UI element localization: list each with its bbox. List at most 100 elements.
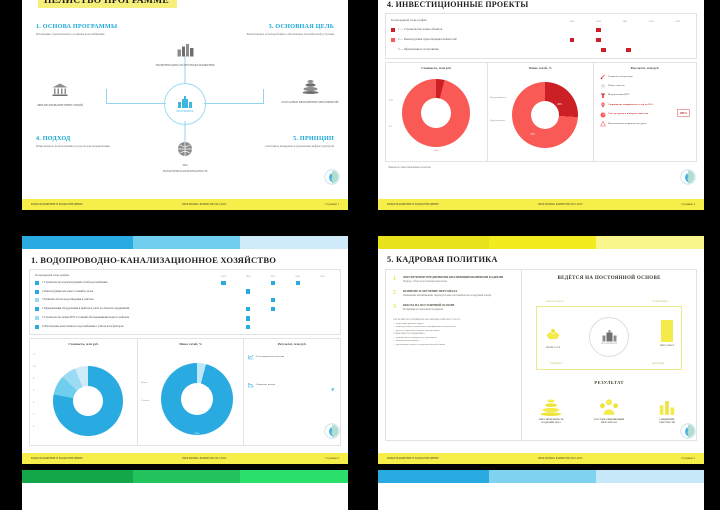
slide-banner [22,236,348,249]
document-icon [661,320,673,342]
fine-print: ОБУЧЕНИЕ И ПОВЫШЕНИЕ КВАЛИФИКАЦИИ ПЕРСОН… [393,318,461,346]
kadry-points-panel: 1 ОБЕСПЕЧЕНИЕ ПРЕДПРИЯТИЯ КВАЛИФИЦИРОВАН… [385,269,523,441]
slide-thumbnail-4[interactable]: 4. ИНВЕСТИЦИОННЫЕ ПРОЕКТЫ Календарный пл… [378,0,704,210]
flow-loop [536,306,682,370]
table-row: 3 — Оформление и согласование [391,45,691,55]
donut-chart [161,362,234,435]
globe-icon [178,142,192,156]
quadrant-5: 5. ПРИНЦИП Системное внедрение и управле… [265,135,334,148]
company-logo [324,169,340,185]
list-item: Модернизация ЦТП [600,93,692,99]
flow-right: ПЕРСОНАЛ [652,320,682,347]
list-item: 1 ОБЕСПЕЧЕНИЕ ПРЕДПРИЯТИЯ КВАЛИФИЦИРОВАН… [393,275,504,283]
donut-chart [52,365,123,436]
chart-up-icon [248,354,254,360]
table-row: 5 Строительство новых ВЗУ и станций обез… [35,314,335,322]
result-item: СНИЖЕНИЕ ТЕКУЧЕСТИ [640,398,694,425]
table-row: 1 Строительство и реконструкция сетей во… [35,279,335,287]
list-item: 3 РАБОТА НА ПОСТОЯННОЙ ОСНОВЕ Мотивация … [393,303,455,311]
page-title: 5. КАДРОВАЯ ПОЛИТИКА [387,255,498,264]
quadrant-1: 1. ОСНОВА ПРОГРАММЫ Реализация стратегич… [36,23,118,36]
slide-footer: ВОДОСНАБЖЕНИЕ И ВОДООТВЕДЕНИЕ ПРОГРАММА … [378,453,704,464]
chart-panel-cost: Стоимость, млн руб. 96% 4% 100% [385,62,488,162]
timeline-marker [295,280,301,286]
legend-swatch [35,297,39,302]
hub-node-bottom: ЭКО ЭКОЛОГИЧЕСКАЯ БЕЗОПАСНОСТЬ [145,141,225,173]
handshake-icon [546,329,560,339]
gauge-icon [600,112,606,118]
pin-icon [601,102,605,108]
hub-center: ПРОГРАММА [164,83,206,125]
table-row: 3 Развитие систем водоотведения и очистк… [35,296,335,304]
timeline-marker [601,47,606,53]
timeline-panel: Календарный план-график 2019 2020 2021 2… [29,269,341,335]
slide-thumbnail-5[interactable]: 5. КАДРОВАЯ ПОЛИТИКА 1 ОБЕСПЕЧЕНИЕ ПРЕДП… [378,236,704,464]
timeline-marker [596,27,601,33]
timeline-marker [245,324,251,329]
bar-chart-icon [659,401,675,415]
list-item: Использование вторичных ресурсов [600,120,692,127]
building-icon [602,329,617,341]
legend-swatch [35,316,39,321]
factory-icon [177,44,193,57]
thumbnail-grid: ПЕЛИСТВО ПРОГРАММЕ 1. ОСНОВА ПРОГРАММЫ Р… [22,0,704,510]
slide-thumbnail-2[interactable]: 1. ВОДОПРОВОДНО-КАНАЛИЗАЦИОННОЕ ХОЗЯЙСТВ… [22,236,348,464]
timeline-marker [245,306,251,312]
hub-diagram: ПРОГРАММА МОДЕРНИЗАЦИЯ СИСТЕМ ВОДОСНАБЖЕ… [22,43,348,173]
slide-content: 4. ИНВЕСТИЦИОННЫЕ ПРОЕКТЫ Календарный пл… [378,0,704,199]
timeline-marker [245,316,251,321]
timeline-marker [270,297,276,303]
hub-node-left: ФИНАНСИРОВАНИЕ ИНВЕСТИЦИЙ [22,83,100,108]
footnote: Данные по инвестиционным проектам [388,166,431,169]
donut-chart [402,79,471,147]
result-panel: Результат, млн руб. Рост надёжности сист… [244,337,341,446]
list-item: Снижение потерь воды [600,74,692,80]
company-logo [324,423,340,439]
slide-banner [378,236,704,249]
chart-panel-wear: Износ сетей, % Водоснабжение Водоотведен… [487,62,595,162]
legend-swatch [35,289,39,294]
list-item: 2 РАЗВИТИЕ И ОБУЧЕНИЕ ПЕРСОНАЛА Повышени… [393,289,492,297]
slide-content: ПЕЛИСТВО ПРОГРАММЕ 1. ОСНОВА ПРОГРАММЫ Р… [22,0,348,199]
timeline-marker [221,280,226,286]
slide-footer: ВОДОСНАБЖЕНИЕ И ВОДООТВЕДЕНИЕ ПРОГРАММА … [378,199,704,210]
slide-thumbnail-6-partial[interactable] [378,470,704,510]
layers-icon [302,80,318,94]
slide-thumbnail-3-partial[interactable] [22,470,348,510]
slide-banner [378,470,704,483]
results-title: РЕЗУЛЬТАТ [594,380,624,385]
result-item: ОБЕСПЕЧЕННОСТЬ КАДРАМИ 100% [524,398,578,425]
factory-hub-icon [178,95,192,108]
flow-panel: ВЕДЁТСЯ НА ПОСТОЯННОЙ ОСНОВЕ ОТБОР КАДРО… [522,269,697,441]
quadrant-3: 3. ОСНОВНАЯ ЦЕЛЬ Качественное и беспереб… [246,23,334,36]
chart-panel-wear: Износ сетей, % Износ Остаток 96% [138,337,245,446]
page-title: 1. ВОДОПРОВОДНО-КАНАЛИЗАЦИОННОЕ ХОЗЯЙСТВ… [31,255,277,265]
pyramid-icon [541,399,562,416]
legend-swatch [35,324,39,329]
timeline-marker [270,306,276,312]
pipe-icon [600,74,605,80]
list-item: Снижение потерь [248,382,336,388]
table-row: 2 — Реконструкция существующих мощностей [391,35,691,45]
bank-icon [52,83,68,96]
timeline-panel: Календарный план-график 2019 2020 2021 2… [385,13,697,59]
chart-panel-cost: Стоимость, млн руб. 12 10 8 6 4 2 0 78% [29,337,139,446]
result-panel: Результат, млн руб. Снижение потерь воды… [594,62,697,162]
list-item: Рост надёжности системы [248,354,336,360]
list-item: Сокращение аварийности сетей на 30% [600,102,692,108]
hub-node-right: ПОЭТАПНОЕ ВЫПОЛНЕНИЕ МЕРОПРИЯТИЙ [270,79,348,105]
people-icon [600,399,619,415]
slide-banner [22,470,348,483]
legend-swatch [35,281,39,286]
hub-node-top: МОДЕРНИЗАЦИЯ СИСТЕМ ВОДОСНАБЖЕНИЯ [145,43,225,68]
result-total: 100% [676,109,690,117]
slide-footer: ВОДОСНАБЖЕНИЕ И ВОДООТВЕДЕНИЕ ПРОГРАММА … [22,199,348,210]
timeline-marker [596,37,601,43]
slide-thumbnail-1[interactable]: ПЕЛИСТВО ПРОГРАММЕ 1. ОСНОВА ПРОГРАММЫ Р… [22,0,348,210]
flow-left: ВУЗ И ССУЗ [536,328,570,349]
result-total: ₽ [331,386,334,392]
page-title: ПЕЛИСТВО ПРОГРАММЕ [38,0,178,8]
results-row: ОБЕСПЕЧЕННОСТЬ КАДРАМИ 100% РОСТ КВАЛИФИ… [522,398,696,425]
timeline-marker [270,280,276,286]
list-item: Учёт ресурсов и контроль качества [600,112,692,118]
